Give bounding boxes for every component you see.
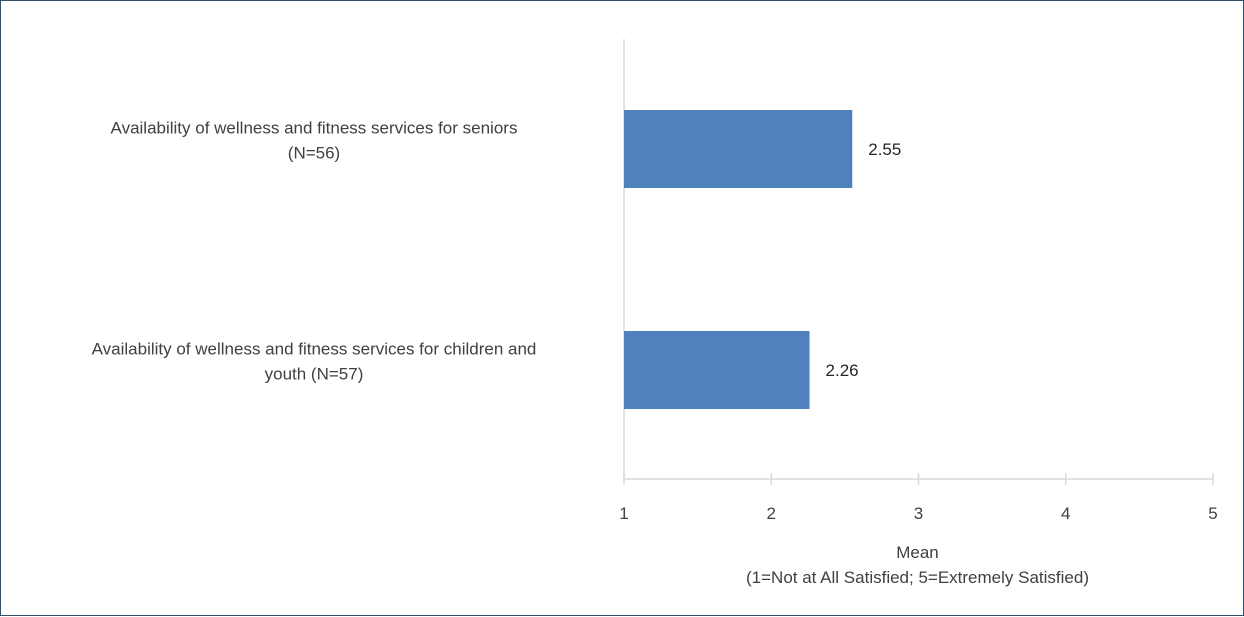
- x-tick-label: 4: [1061, 504, 1070, 523]
- category-label-line: (N=56): [288, 144, 340, 163]
- x-axis-subtitle: (1=Not at All Satisfied; 5=Extremely Sat…: [746, 568, 1089, 587]
- category-label: Availability of wellness and fitness ser…: [92, 340, 537, 384]
- x-tick-label: 1: [619, 504, 628, 523]
- x-tick-label: 2: [767, 504, 776, 523]
- x-axis-title: Mean: [896, 543, 939, 562]
- bar: [624, 110, 853, 188]
- category-label-line: Availability of wellness and fitness ser…: [92, 340, 537, 359]
- x-tick-label: 3: [914, 504, 923, 523]
- bar: [624, 331, 810, 409]
- x-tick-label: 5: [1208, 504, 1217, 523]
- data-label: 2.26: [826, 361, 859, 380]
- category-label: Availability of wellness and fitness ser…: [111, 119, 518, 163]
- data-label: 2.55: [868, 140, 901, 159]
- category-label-line: youth (N=57): [265, 365, 364, 384]
- category-label-line: Availability of wellness and fitness ser…: [111, 119, 518, 138]
